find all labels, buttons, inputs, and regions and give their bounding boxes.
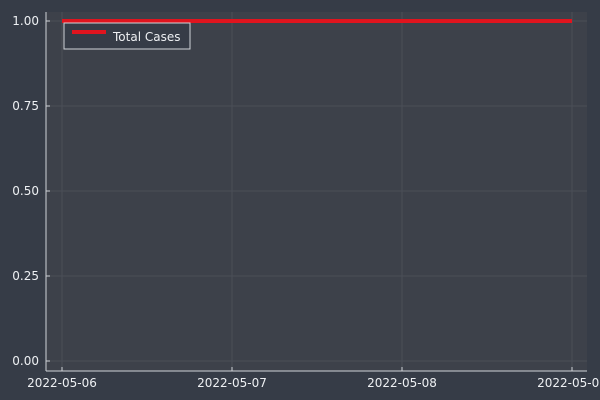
x-tick-label: 2022-05-06 — [27, 376, 97, 390]
x-tick-label: 2022-05-07 — [197, 376, 267, 390]
y-tick-label: 0.50 — [12, 184, 39, 198]
y-tick-label: 0.00 — [12, 354, 39, 368]
x-tick-label: 2022-05-09 — [537, 376, 600, 390]
tick-labels: 2022-05-06 2022-05-07 2022-05-08 2022-05-09… — [12, 14, 600, 390]
y-tick-label: 0.25 — [12, 269, 39, 283]
x-tick-label: 2022-05-08 — [367, 376, 437, 390]
y-tick-label: 1.00 — [12, 14, 39, 28]
legend-label: Total Cases — [112, 30, 180, 44]
legend-box — [63, 22, 191, 50]
legend: Total Cases — [63, 22, 191, 50]
y-tick-label: 0.75 — [12, 99, 39, 113]
